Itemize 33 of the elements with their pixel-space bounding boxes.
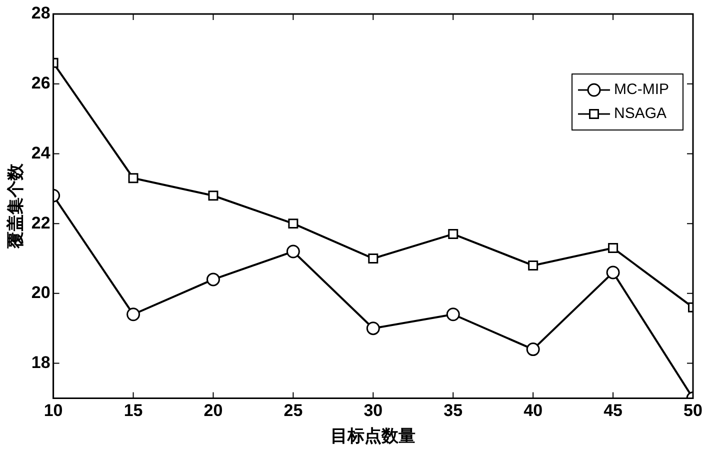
point <box>608 243 618 254</box>
x-tick-label: 50 <box>684 401 702 420</box>
legend-label: MC-MIP <box>614 81 670 98</box>
point <box>206 272 220 286</box>
y-tick-label: 18 <box>31 352 50 372</box>
y-tick-label: 22 <box>31 213 50 232</box>
point <box>448 229 458 240</box>
x-axis-title: 目标点数量 <box>330 426 416 446</box>
point <box>606 266 620 280</box>
legend-label: NSAGA <box>614 105 667 122</box>
x-tick-label: 40 <box>524 401 543 420</box>
x-tick-label: 20 <box>204 401 223 420</box>
point <box>526 342 540 356</box>
point <box>128 173 138 184</box>
y-axis-title: 覆盖集个数 <box>4 162 25 250</box>
point <box>368 254 378 264</box>
point <box>126 308 140 322</box>
x-tick-label: 25 <box>284 401 303 420</box>
y-tick-label: 20 <box>31 283 50 302</box>
x-tick-label: 35 <box>444 401 463 420</box>
point <box>446 308 460 322</box>
point <box>286 244 300 258</box>
point <box>208 190 218 201</box>
y-tick-label: 28 <box>31 4 50 23</box>
point <box>366 322 380 336</box>
point <box>528 260 538 270</box>
y-tick-label: 24 <box>31 143 51 162</box>
x-tick-label: 45 <box>604 401 622 420</box>
x-tick-label: 30 <box>364 401 383 420</box>
x-tick-label: 10 <box>44 401 63 420</box>
point <box>288 218 298 229</box>
x-tick-label: 15 <box>124 401 143 420</box>
y-tick-label: 26 <box>31 74 50 93</box>
